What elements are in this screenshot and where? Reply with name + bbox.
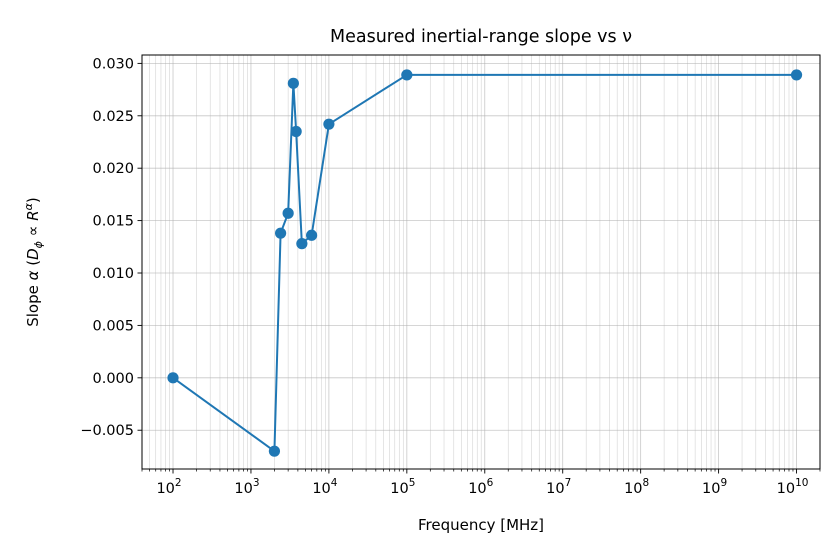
y-tick-label: −0.005 — [80, 423, 134, 439]
x-tick-base: 10 — [156, 481, 174, 497]
data-point — [274, 227, 287, 239]
x-tick-label: 104 — [312, 477, 337, 497]
x-axis: 102 103 104 105 106 107 108 109 1010 — [141, 469, 821, 497]
data-point — [167, 372, 179, 384]
x-tick-base: 10 — [624, 481, 642, 497]
data-point — [268, 445, 281, 457]
y-label-exp: α — [22, 202, 35, 210]
y-tick-label: 0.015 — [92, 214, 134, 230]
y-label-prop: ∝ — [24, 221, 42, 241]
y-label-close: ) — [24, 197, 42, 203]
x-tick-label: 107 — [546, 477, 571, 497]
data-point — [790, 69, 803, 81]
grid — [141, 55, 821, 469]
y-label-phi: ϕ — [32, 241, 45, 248]
series — [167, 69, 803, 457]
x-tick-label: 105 — [390, 477, 415, 497]
x-tick-label: 1010 — [777, 477, 809, 497]
y-tick-label: 0.025 — [92, 109, 134, 125]
x-tick-exponent: 3 — [253, 477, 260, 489]
x-tick-label: 103 — [234, 477, 259, 497]
x-tick-base: 10 — [546, 481, 564, 497]
data-point — [296, 238, 308, 250]
x-tick-base: 10 — [312, 481, 330, 497]
data-point — [287, 77, 299, 89]
data-point — [290, 125, 302, 138]
data-point — [282, 207, 294, 219]
x-tick-base: 10 — [702, 481, 720, 497]
x-tick-base: 10 — [777, 481, 795, 497]
y-tick-label: 0.030 — [92, 56, 134, 72]
chart-title: Measured inertial-range slope vs ν — [330, 27, 632, 47]
y-label-r: R — [24, 210, 42, 220]
x-tick-label: 102 — [156, 477, 181, 497]
x-tick-exponent: 2 — [175, 477, 182, 489]
x-tick-base: 10 — [390, 481, 408, 497]
x-tick-exponent: 6 — [487, 477, 494, 489]
x-tick-exponent: 4 — [331, 477, 338, 489]
x-tick-base: 10 — [468, 481, 486, 497]
y-label-open: ( — [24, 260, 42, 271]
data-point — [306, 229, 318, 241]
y-tick-label: 0.000 — [92, 371, 134, 387]
data-point — [323, 118, 335, 130]
x-tick-exponent: 7 — [565, 477, 572, 489]
y-label-d: D — [24, 248, 42, 260]
y-axis: −0.005 0.000 0.005 0.010 0.015 0.020 0.025 0.03… — [80, 56, 142, 439]
x-axis-label: Frequency [MHz] — [418, 516, 544, 534]
x-tick-label: 106 — [468, 477, 493, 497]
y-tick-label: 0.020 — [92, 161, 134, 177]
x-tick-exponent: 9 — [720, 477, 727, 489]
x-tick-label: 108 — [624, 477, 649, 497]
data-point — [401, 69, 413, 81]
y-label-prefix: Slope — [24, 280, 42, 326]
x-tick-exponent: 8 — [643, 477, 650, 489]
x-tick-base: 10 — [234, 481, 252, 497]
y-axis-label: Slope α (Dϕ ∝ Rα) — [22, 197, 45, 327]
y-label-alpha: α — [24, 270, 42, 280]
x-tick-label: 109 — [702, 477, 727, 497]
x-tick-exponent: 10 — [795, 477, 808, 489]
x-tick-exponent: 5 — [409, 477, 416, 489]
y-tick-label: 0.005 — [92, 318, 134, 334]
y-tick-label: 0.010 — [92, 266, 134, 282]
